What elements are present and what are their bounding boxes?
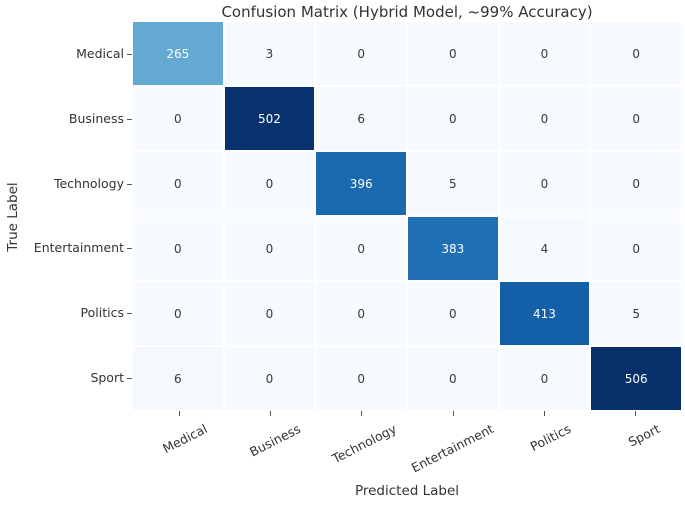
heatmap-cell: 413	[499, 282, 590, 345]
heatmap-cell: 396	[316, 152, 406, 215]
heatmap-cell: 0	[316, 22, 406, 85]
x-tick-mark	[270, 411, 271, 416]
heatmap-cell: 0	[224, 282, 315, 345]
x-tick-label: Business	[247, 421, 304, 460]
heatmap-cell: 0	[407, 347, 498, 410]
heatmap-cell: 0	[591, 217, 681, 280]
heatmap-cell: 0	[499, 152, 590, 215]
y-tick-mark	[127, 183, 132, 185]
x-tick-label: Medical	[160, 421, 210, 457]
y-tick-label: Sport	[90, 369, 124, 385]
chart-title: Confusion Matrix (Hybrid Model, ~99% Acc…	[221, 3, 593, 21]
heatmap-cell: 5	[591, 282, 681, 345]
x-tick-label: Politics	[528, 421, 574, 455]
heatmap-cell: 0	[133, 217, 223, 280]
heatmap-cell: 383	[407, 217, 498, 280]
heatmap-cell: 0	[407, 87, 498, 150]
heatmap-cell: 0	[133, 152, 223, 215]
heatmap-cell: 0	[133, 282, 223, 345]
y-tick-mark	[127, 313, 132, 314]
heatmap-cell: 3	[224, 22, 315, 85]
heatmap-cell: 5	[407, 152, 498, 215]
y-axis-title: True Label	[5, 182, 21, 252]
x-axis-title: Predicted Label	[354, 483, 460, 499]
heatmap-cell: 6	[316, 87, 406, 150]
heatmap-cell: 4	[499, 217, 590, 280]
y-tick-label: Medical	[76, 46, 124, 62]
x-tick-mark	[544, 411, 545, 416]
heatmap-cell: 0	[591, 22, 681, 85]
heatmap-cell: 0	[133, 87, 223, 150]
heatmap-cell: 0	[591, 152, 681, 215]
heatmap-cell: 6	[133, 347, 223, 410]
x-tick-label: Technology	[329, 421, 400, 467]
heatmap-cell: 265	[133, 22, 223, 85]
x-tick-mark	[635, 411, 637, 416]
y-tick-label: Business	[68, 111, 124, 126]
heatmap-cell: 0	[591, 87, 681, 150]
heatmap-cell: 502	[224, 87, 315, 150]
heatmap-cell: 0	[316, 282, 406, 345]
heatmap-grid: 265 3 0 0 0 0 0 502 6 0 0 0 0 0 396 5 0 0 0 0 0 383 4 0 0 0 0 0 413 5…	[133, 22, 681, 410]
y-tick-mark	[127, 248, 132, 250]
x-tick-label: Sport	[625, 421, 663, 450]
heatmap-cell: 0	[224, 152, 315, 215]
y-tick-mark	[127, 54, 132, 56]
x-tick-label: Entertainment	[409, 421, 497, 476]
x-tick-mark	[178, 411, 180, 416]
heatmap-cell: 0	[407, 282, 498, 345]
x-tick-mark	[452, 411, 454, 416]
heatmap-cell: 0	[499, 347, 590, 410]
y-tick-label: Entertainment	[33, 240, 124, 256]
x-tick-mark	[361, 411, 363, 416]
heatmap-cell: 0	[499, 22, 590, 85]
y-tick-label: Politics	[80, 305, 124, 320]
heatmap-cell: 0	[499, 87, 590, 150]
heatmap-cell: 0	[316, 217, 406, 280]
heatmap-cell: 0	[224, 347, 315, 410]
y-tick-label: Technology	[53, 175, 124, 191]
y-tick-mark	[127, 377, 132, 379]
heatmap-cell: 0	[407, 22, 498, 85]
heatmap-cell: 0	[316, 347, 406, 410]
y-tick-mark	[127, 119, 132, 120]
heatmap-cell: 0	[224, 217, 315, 280]
heatmap-cell: 506	[591, 347, 681, 410]
